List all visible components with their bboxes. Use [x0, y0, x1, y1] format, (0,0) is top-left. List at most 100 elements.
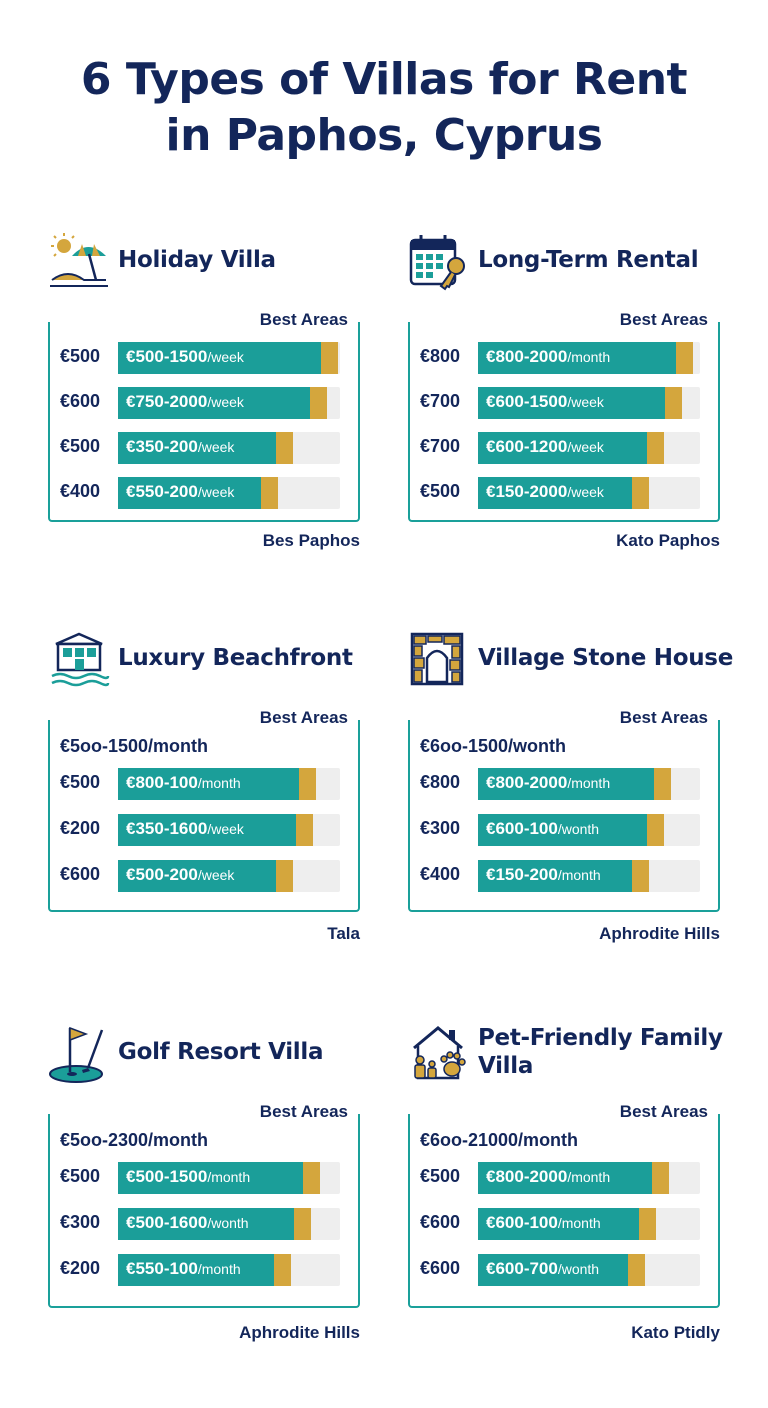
- bar-value: €350-200: [126, 437, 198, 456]
- bar-value-label: €800-2000/month: [486, 1167, 610, 1187]
- row-price-label: €200: [60, 1258, 101, 1278]
- price-box: Best Areas: [48, 1102, 360, 1308]
- best-areas-label: Best Areas: [613, 708, 708, 728]
- calendar-key-icon: [409, 235, 465, 291]
- bar-value: €800-2000: [486, 1167, 568, 1186]
- bar-accent: [294, 1208, 311, 1240]
- price-row: €500 €150-2000/week: [420, 477, 710, 509]
- bar-unit: /month: [557, 1215, 601, 1231]
- price-row: €700 €600-1500/week: [420, 387, 710, 419]
- bar-accent: [296, 814, 313, 846]
- price-box: Best Areas: [408, 1102, 720, 1308]
- price-row: €600 €600-700/wonth: [420, 1254, 710, 1286]
- bar-unit: /month: [207, 1169, 251, 1185]
- bar-accent: [647, 814, 664, 846]
- price-box: Best Areas: [48, 310, 360, 522]
- bar-track: €550-100/month: [118, 1254, 340, 1286]
- card-header: Luxury Beachfront: [48, 628, 378, 694]
- bar-value: €600-100: [486, 1213, 558, 1232]
- price-row: €500 €800-100/month: [60, 768, 350, 800]
- row-price-label: €300: [60, 1212, 101, 1232]
- bar-fill: [118, 860, 276, 892]
- best-areas-label: Best Areas: [253, 1102, 348, 1122]
- bar-unit: /month: [197, 775, 241, 791]
- bar-value: €500-1500: [126, 1167, 208, 1186]
- price-row: €300 €500-1600/wonth: [60, 1208, 350, 1240]
- bar-value: €800-100: [126, 773, 198, 792]
- bar-value-label: €800-2000/month: [486, 773, 610, 793]
- price-row: €600 €600-100/month: [420, 1208, 710, 1240]
- bar-unit: /month: [567, 775, 611, 791]
- area-label: Tala: [327, 924, 360, 943]
- bar-fill: [118, 477, 261, 509]
- bar-unit: /week: [567, 439, 604, 455]
- bar-value-label: €600-100/wonth: [486, 819, 599, 839]
- bar-value-label: €750-2000/week: [126, 392, 244, 412]
- bar-fill: [478, 477, 632, 509]
- bar-fill: [478, 860, 632, 892]
- bar-track: €150-200/month: [478, 860, 700, 892]
- row-price-label: €600: [420, 1258, 461, 1278]
- bar-accent: [628, 1254, 645, 1286]
- row-price-label: €400: [60, 481, 101, 501]
- bar-fill: [118, 1254, 274, 1286]
- bar-unit: /wonth: [557, 821, 600, 837]
- title-line-2: in Paphos, Cyprus: [165, 110, 603, 161]
- bar-fill: [478, 387, 665, 419]
- price-row: €500 €500-1500/month: [60, 1162, 350, 1194]
- bar-fill: [478, 1208, 639, 1240]
- bar-fill: [118, 1162, 303, 1194]
- stone-house-icon: [410, 632, 464, 686]
- row-price-label: €500: [60, 436, 101, 456]
- price-row: €800 €800-2000/month: [420, 768, 710, 800]
- bar-fill: [118, 432, 276, 464]
- price-range-label: €5oo-1500/month: [60, 736, 209, 756]
- bar-track: €500-1500/month: [118, 1162, 340, 1194]
- bar-track: €800-2000/month: [478, 342, 700, 374]
- bar-value: €600-700: [486, 1259, 558, 1278]
- price-row: €600 €500-200/week: [60, 860, 350, 892]
- price-box: Best Areas: [408, 708, 720, 912]
- bar-unit: /week: [567, 484, 604, 500]
- price-row: €200 €550-100/month: [60, 1254, 350, 1286]
- bar-value-label: €350-1600/week: [126, 819, 244, 839]
- bar-track: €600-1500/week: [478, 387, 700, 419]
- bar-unit: /week: [207, 349, 244, 365]
- price-box: Best Areas: [408, 310, 720, 522]
- row-price-label: €500: [60, 346, 101, 366]
- bar-value: €350-1600: [126, 819, 208, 838]
- title-line-1: 6 Types of Villas for Rent: [80, 54, 688, 105]
- bar-fill: [118, 814, 296, 846]
- row-price-label: €500: [60, 772, 101, 792]
- price-row: €500 €800-2000/month: [420, 1162, 710, 1194]
- bar-accent: [676, 342, 693, 374]
- bar-value: €600-1200: [486, 437, 568, 456]
- bar-track: €500-200/week: [118, 860, 340, 892]
- bar-accent: [303, 1162, 320, 1194]
- bar-track: €800-2000/month: [478, 1162, 700, 1194]
- row-price-label: €400: [420, 864, 461, 884]
- bar-unit: /wonth: [207, 1215, 249, 1231]
- price-box: Best Areas: [48, 708, 360, 912]
- card-heading: Holiday Villa: [118, 247, 276, 273]
- family-pet-house-icon: [413, 1026, 466, 1080]
- price-row: €600 €750-2000/week: [60, 387, 350, 419]
- bar-accent: [261, 477, 278, 509]
- price-row: €700 €600-1200/week: [420, 432, 710, 464]
- bar-value-label: €800-100/month: [126, 773, 241, 793]
- bar-track: €350-1600/week: [118, 814, 340, 846]
- bar-unit: /week: [197, 484, 235, 500]
- row-price-label: €300: [420, 818, 461, 838]
- bar-unit: /week: [207, 394, 244, 410]
- bar-value: €750-2000: [126, 392, 208, 411]
- card-header: Holiday Villa: [48, 230, 378, 296]
- card-header: Pet-Friendly Family Villa: [408, 1022, 738, 1088]
- bar-value: €150-200: [486, 865, 558, 884]
- page-title: 6 Types of Villas for Rent in Paphos, Cy…: [0, 52, 768, 164]
- bar-value: €500-1500: [126, 347, 208, 366]
- price-row: €200 €350-1600/week: [60, 814, 350, 846]
- price-row: €500 €350-200/week: [60, 432, 350, 464]
- price-range-label: €6oo-1500/wonth: [420, 736, 567, 756]
- bar-accent: [276, 432, 293, 464]
- bar-accent: [276, 860, 293, 892]
